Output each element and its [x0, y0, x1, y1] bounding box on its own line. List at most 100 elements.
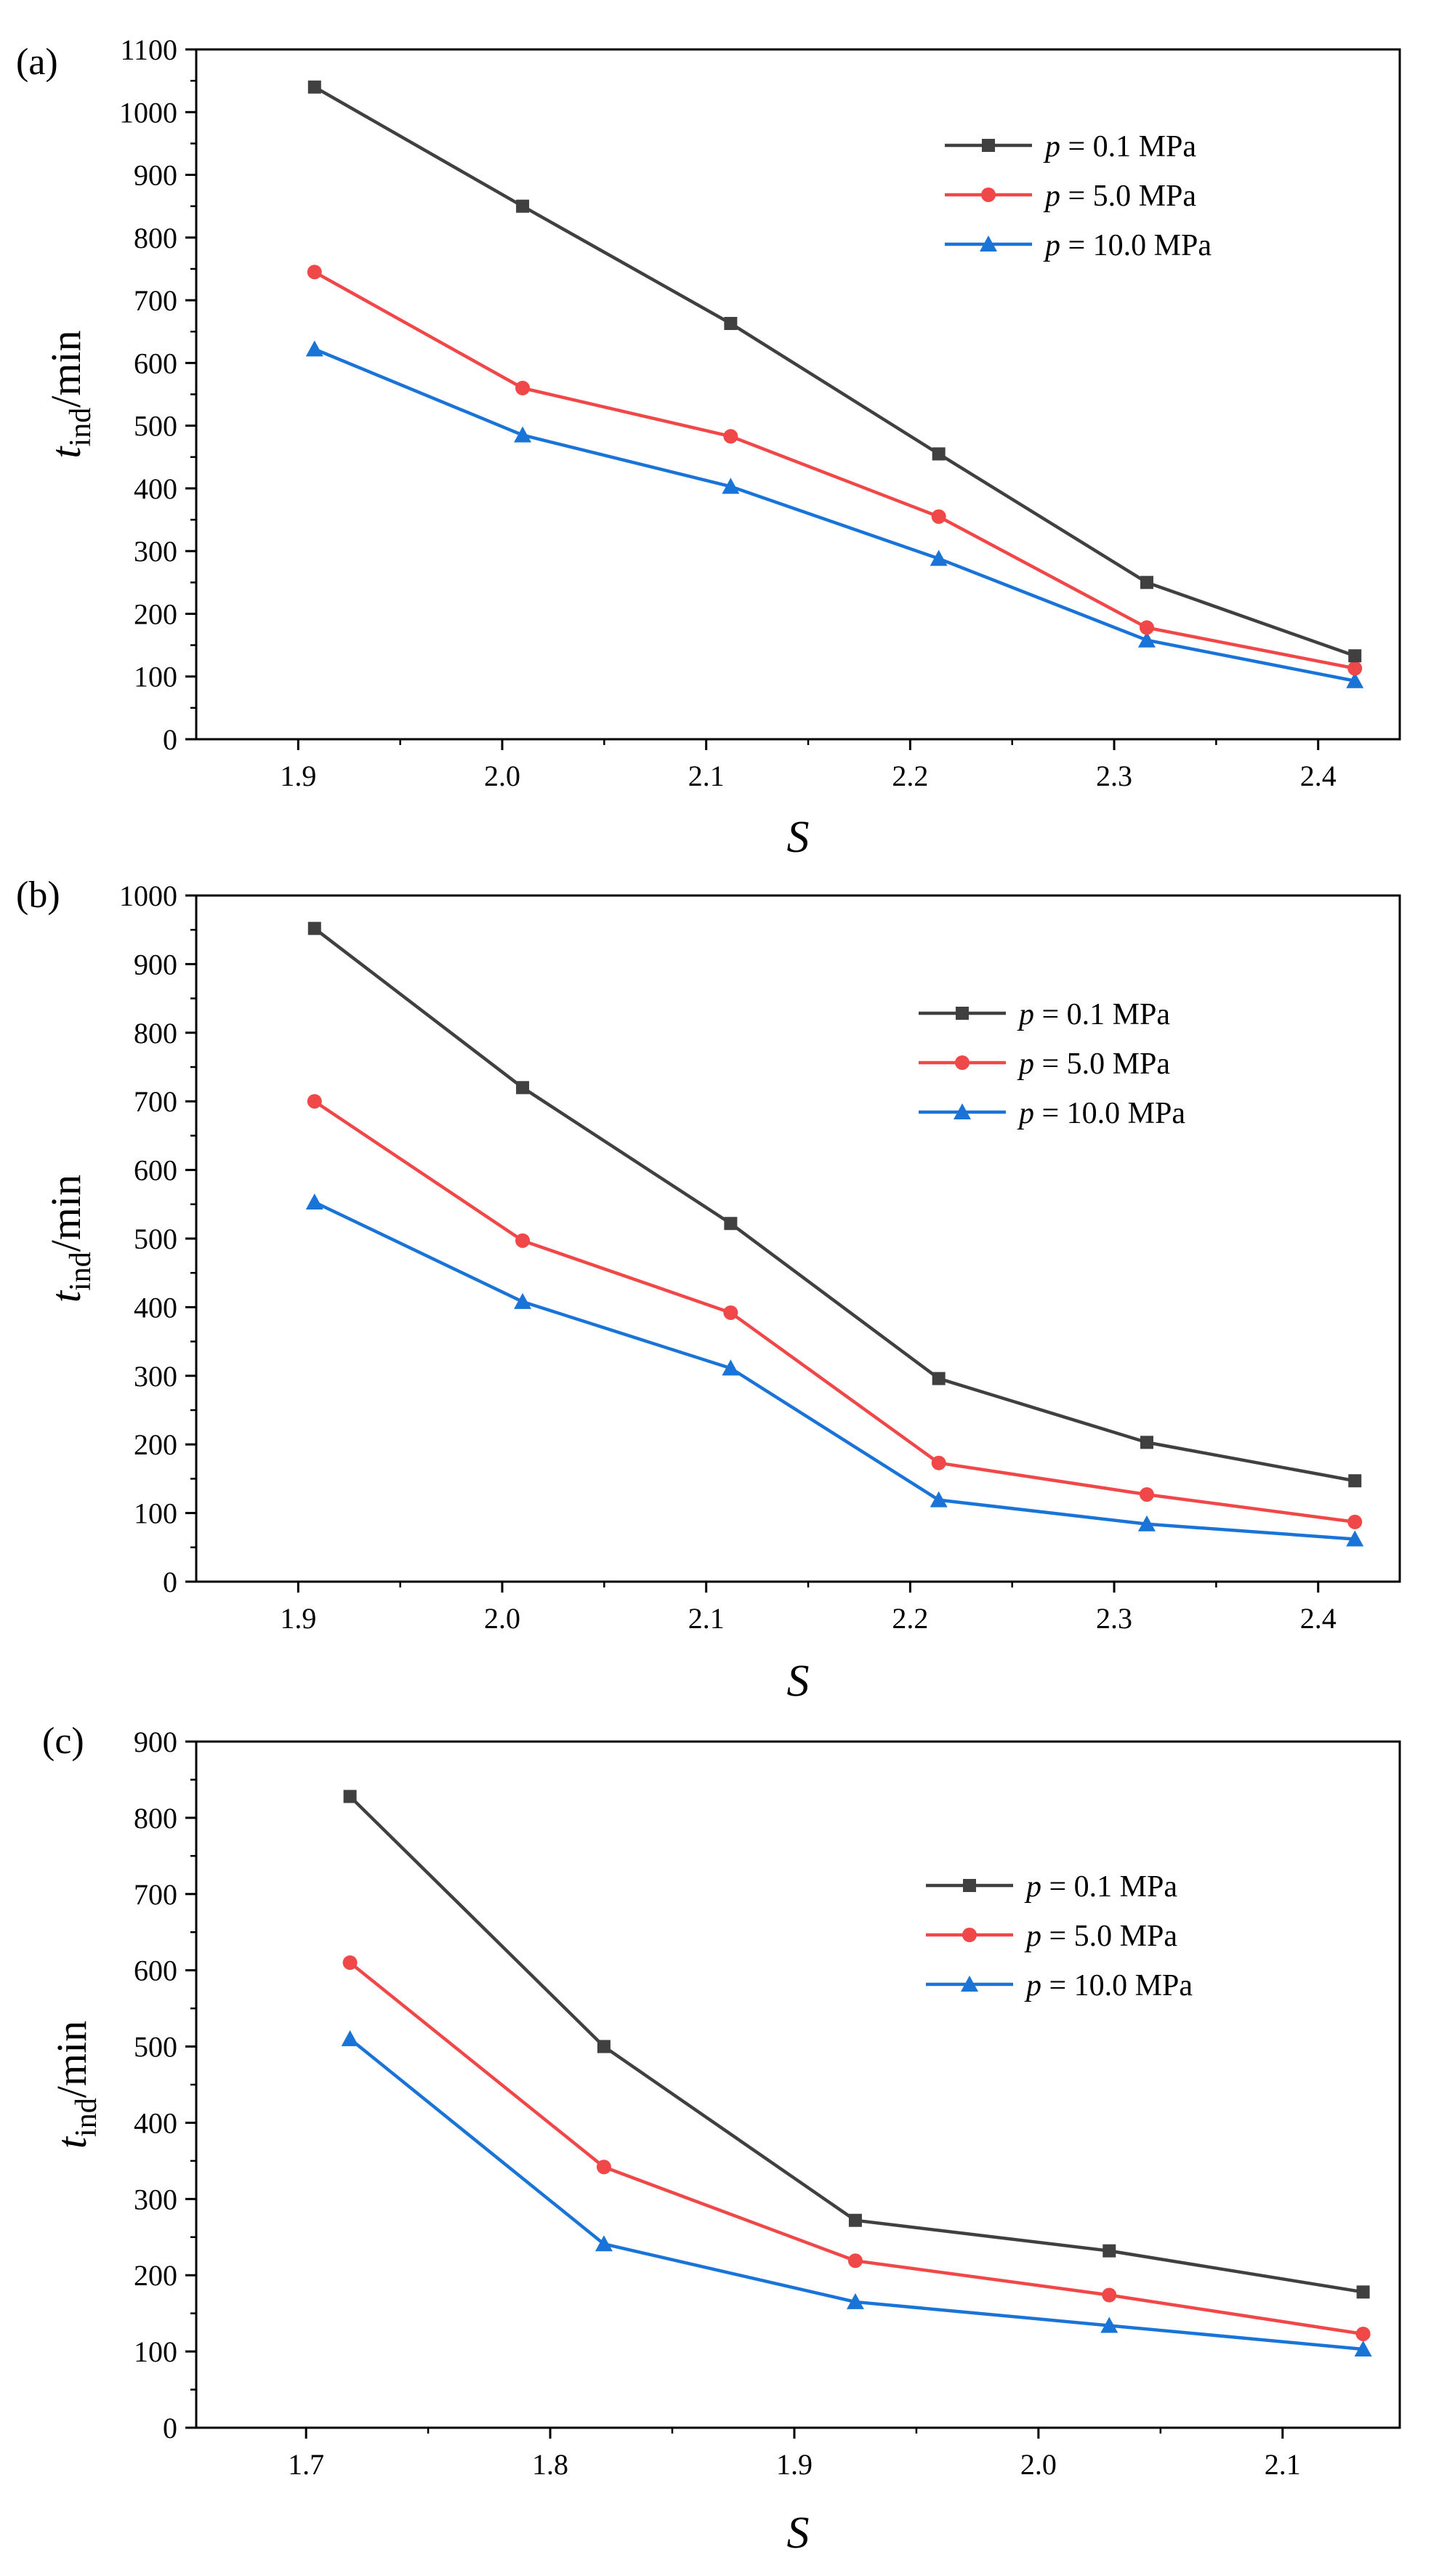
data-point: [1346, 672, 1364, 688]
data-point: [847, 2253, 863, 2269]
legend-label: = 5.0 MPa: [1060, 180, 1196, 213]
data-point: [596, 2160, 611, 2175]
data-point: [848, 2213, 862, 2227]
x-tick-label: 2.4: [1300, 1602, 1337, 1635]
y-tick-label: 100: [134, 661, 177, 693]
chart-panel-a: 0 100 200 300 400 500 600 700 800 900 1000 1100 1.9 2…: [16, 33, 1401, 862]
legend-var: p: [1017, 1097, 1034, 1130]
data-point: [724, 1217, 738, 1231]
y-tick-label: 800: [134, 1017, 177, 1050]
data-point: [1137, 1515, 1156, 1531]
legend-label: = 0.1 MPa: [1060, 130, 1196, 164]
legend-var: p: [1024, 1920, 1041, 1953]
series-1: [307, 922, 1362, 1488]
legend-var: p: [1043, 229, 1060, 262]
series-line: [313, 85, 1355, 658]
data-point: [930, 1491, 948, 1508]
data-point: [307, 265, 322, 280]
data-point: [846, 2293, 864, 2309]
legend-entry: p = 5.0 MPa: [1017, 1047, 1170, 1081]
x-tick-label: 1.9: [776, 2448, 813, 2481]
series-2: [307, 265, 1363, 676]
y-axis-title: tind/min: [42, 1175, 97, 1303]
y-tick-label: 100: [134, 1497, 177, 1530]
data-point: [930, 550, 948, 566]
data-point: [723, 1305, 738, 1320]
panel-label: (a): [16, 41, 58, 83]
series-line: [313, 270, 1355, 670]
x-tick-label: 2.2: [892, 760, 928, 792]
data-point: [516, 1081, 530, 1095]
legend-entry: p = 10.0 MPa: [1043, 229, 1212, 262]
x-axis-title: S: [787, 1657, 810, 1706]
series-line: [313, 347, 1355, 683]
plot-frame: [195, 894, 1401, 1583]
data-point: [514, 426, 532, 443]
data-point: [1139, 620, 1154, 635]
legend-entry: p = 0.1 MPa: [1024, 1870, 1177, 1904]
data-point: [932, 447, 946, 461]
panel-label: (c): [42, 1720, 84, 1762]
series-3: [341, 2030, 1372, 2356]
y-tick-label: 900: [134, 159, 177, 192]
data-point: [722, 478, 740, 494]
legend-var: p: [1043, 130, 1060, 164]
y-axis-title-unit: /min: [42, 1175, 89, 1252]
y-tick-label: 600: [134, 1154, 177, 1187]
chart-panel-b: 0 100 200 300 400 500 600 700 800 900 1000 1.9 2.0 2.…: [16, 874, 1401, 1706]
data-point: [1139, 1487, 1154, 1502]
y-axis-title-var: t: [48, 2136, 95, 2149]
data-point: [931, 509, 946, 524]
legend-label: = 10.0 MPa: [1034, 1097, 1185, 1130]
data-point: [515, 1233, 531, 1248]
y-tick-label: 700: [134, 1085, 177, 1118]
series-2: [342, 1955, 1371, 2341]
data-point: [594, 2235, 613, 2252]
legend-marker: [981, 188, 996, 202]
data-point: [1100, 2317, 1118, 2333]
y-tick-label: 500: [134, 1223, 177, 1255]
legend-label: = 10.0 MPa: [1060, 229, 1212, 262]
data-point: [1103, 2244, 1116, 2258]
y-axis-title: tind/min: [42, 330, 97, 458]
y-axis-title-sub: ind: [64, 1252, 97, 1291]
legend-entry: p = 5.0 MPa: [1024, 1920, 1177, 1953]
legend-label: = 5.0 MPa: [1034, 1047, 1170, 1081]
y-tick-label: 1100: [120, 33, 177, 66]
legend-var: p: [1017, 1047, 1034, 1081]
x-tick-label: 2.3: [1096, 760, 1132, 792]
y-tick-label: 500: [134, 2031, 177, 2064]
y-tick-label: 800: [134, 222, 177, 254]
data-point: [305, 1193, 323, 1209]
y-axis-title-sub: ind: [70, 2098, 103, 2137]
legend-label: = 0.1 MPa: [1041, 1870, 1177, 1904]
legend-var: p: [1043, 180, 1060, 213]
series-3: [305, 1193, 1364, 1547]
series-line: [313, 1100, 1355, 1524]
legend-var: p: [1024, 1969, 1041, 2003]
legend-label: = 5.0 MPa: [1041, 1920, 1177, 1953]
y-tick-label: 800: [134, 1802, 177, 1835]
y-tick-label: 0: [163, 723, 177, 756]
legend-entry: p = 10.0 MPa: [1024, 1969, 1193, 2003]
data-point: [1348, 649, 1362, 663]
y-tick-label: 0: [163, 1566, 177, 1598]
legend-marker: [961, 1976, 978, 1992]
x-tick-label: 1.7: [288, 2448, 324, 2481]
data-point: [1348, 1474, 1362, 1488]
y-tick-label: 900: [134, 1726, 177, 1758]
data-point: [1354, 2340, 1372, 2356]
y-tick-label: 200: [134, 597, 177, 630]
y-tick-label: 500: [134, 410, 177, 443]
series-3: [305, 340, 1364, 688]
panel-label: (b): [16, 874, 60, 916]
data-point: [305, 340, 323, 357]
data-point: [514, 1292, 532, 1309]
y-tick-label: 300: [134, 535, 177, 568]
y-tick-label: 1000: [119, 880, 177, 912]
legend-marker: [962, 1928, 977, 1942]
x-tick-label: 1.8: [532, 2448, 568, 2481]
y-axis-title-sub: ind: [64, 408, 97, 447]
y-tick-label: 400: [134, 472, 177, 505]
